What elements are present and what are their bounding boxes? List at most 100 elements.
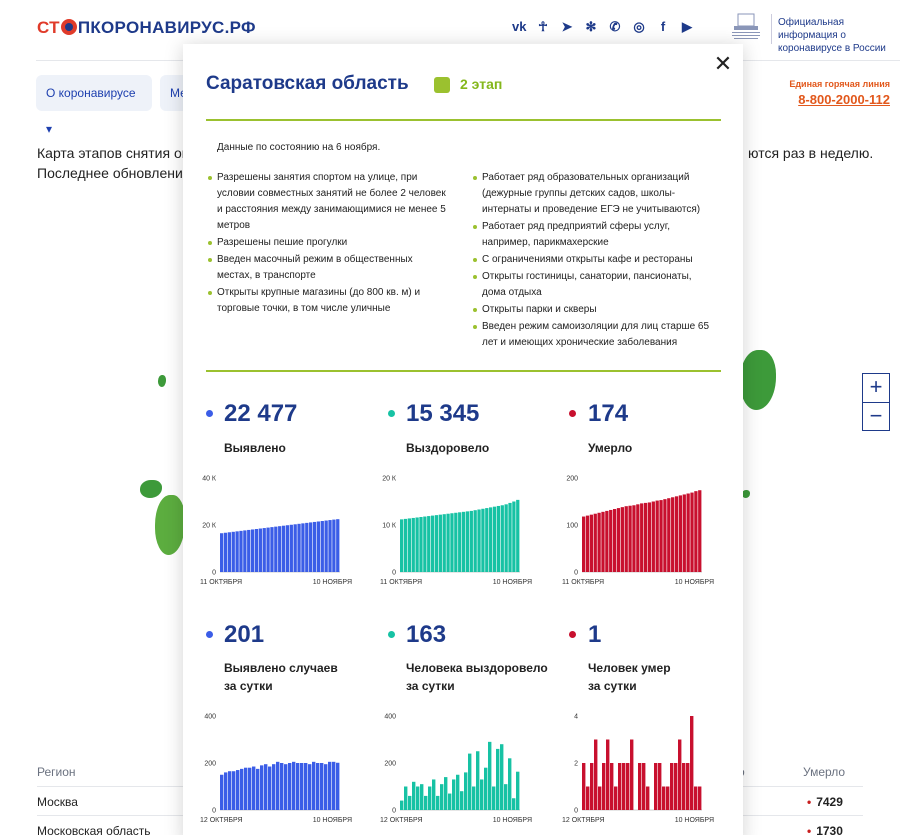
intro-text: Карта этапов снятия огр Последнее обновл… xyxy=(37,143,195,183)
chart-bar xyxy=(332,761,336,810)
virus-logo-icon xyxy=(60,19,77,35)
chart-bar xyxy=(428,786,432,810)
ok-icon[interactable]: ☥ xyxy=(538,19,548,34)
chart-bar xyxy=(496,505,501,572)
died-day-dot-icon xyxy=(569,631,576,638)
chart-bar xyxy=(636,504,640,572)
recovered-day-dot-icon xyxy=(388,631,395,638)
chart-bar xyxy=(235,531,239,572)
recovered-day-label-2: за сутки xyxy=(406,679,455,693)
chart-bar xyxy=(416,786,420,810)
map-region[interactable] xyxy=(158,375,166,387)
chart-bar xyxy=(651,501,655,572)
died-day-label-2: за сутки xyxy=(588,679,637,693)
y-tick-label: 0 xyxy=(574,808,578,815)
died-label: Умерло xyxy=(588,441,633,455)
x-tick-label-start: 12 ОКТЯБРЯ xyxy=(562,817,605,824)
chart-bar xyxy=(243,530,247,572)
map-zoom-control: + − xyxy=(862,373,890,431)
chart-bar xyxy=(508,502,512,572)
chart-bar xyxy=(504,504,508,572)
y-tick-label: 200 xyxy=(384,761,396,768)
chart-bar xyxy=(400,519,404,572)
chart-bar xyxy=(320,521,324,572)
chart-bar xyxy=(332,519,336,572)
hotline-label: Единая горячая линия xyxy=(789,79,890,89)
chart-bar xyxy=(694,491,698,572)
chart-bar xyxy=(293,524,297,572)
chart-bar xyxy=(616,508,621,572)
telegram-icon[interactable]: ➤ xyxy=(561,19,573,34)
row-died-value: 1730 xyxy=(816,824,843,835)
y-tick-label: 0 xyxy=(574,570,578,577)
nav-about-button[interactable]: О коронавирусе ▾ xyxy=(36,75,152,136)
y-tick-label: 20 К xyxy=(382,476,397,483)
vk-icon[interactable]: vk xyxy=(512,19,527,34)
close-icon[interactable]: ✕ xyxy=(713,51,733,76)
facebook-icon[interactable]: f xyxy=(660,19,666,34)
chart-bar xyxy=(698,786,702,810)
chart-bar xyxy=(582,516,586,572)
list-item: Открыты парки и скверы xyxy=(473,302,713,318)
chart-bar xyxy=(260,765,264,810)
instagram-icon[interactable]: ◎ xyxy=(633,19,645,34)
chart-bar xyxy=(228,771,232,810)
chart-bar xyxy=(484,767,488,810)
youtube-icon[interactable]: ▶ xyxy=(682,19,692,34)
recovered-day-chart: 0 200 400 12 ОКТЯБРЯ 10 НОЯБРЯ xyxy=(380,714,532,825)
chart-bar xyxy=(489,507,493,572)
modal-divider xyxy=(206,119,721,121)
chart-bar xyxy=(488,741,492,810)
chart-bar xyxy=(288,763,292,810)
stages-map[interactable] xyxy=(0,330,900,570)
x-tick-label-start: 11 ОКТЯБРЯ xyxy=(562,579,604,586)
viber-icon[interactable]: ✆ xyxy=(609,19,621,34)
map-region[interactable] xyxy=(155,495,185,555)
x-tick-label-start: 12 ОКТЯБРЯ xyxy=(380,817,423,824)
chart-bar xyxy=(480,779,484,810)
y-tick-label: 10 К xyxy=(382,523,397,530)
chart-bar xyxy=(504,784,508,810)
government-emblem-icon xyxy=(732,13,760,39)
data-date: Данные по состоянию на 6 ноября. xyxy=(217,142,381,153)
table-header-region: Регион xyxy=(37,765,76,779)
detected-day-total: 201 xyxy=(224,621,265,648)
x-tick-label-end: 10 НОЯБРЯ xyxy=(313,817,352,824)
chart-bar xyxy=(281,525,286,572)
x-tick-label-start: 11 ОКТЯБРЯ xyxy=(200,579,242,586)
chart-bar xyxy=(508,758,512,810)
gov-info-link[interactable]: Официальная информация о коронавирусе в … xyxy=(778,17,886,54)
zoom-in-button[interactable]: + xyxy=(869,374,883,399)
chart-bar xyxy=(224,772,228,810)
chart-bar xyxy=(686,763,690,810)
chart-bar xyxy=(300,763,304,810)
intro-line-2: Последнее обновление xyxy=(37,165,191,181)
chart-bar xyxy=(309,522,313,572)
chart-bar xyxy=(659,500,663,572)
chart-bar xyxy=(464,772,468,810)
site-logo[interactable]: СТ ПКОРОНАВИРУС.РФ xyxy=(37,18,256,38)
recovered-label: Выздоровело xyxy=(406,441,490,455)
hotline-number[interactable]: 8-800-2000-112 xyxy=(798,92,890,107)
odnoklassniki-icon[interactable]: ✻ xyxy=(585,19,597,34)
chart-bar xyxy=(284,764,288,810)
chart-bar xyxy=(312,761,316,810)
x-tick-label-end: 10 НОЯБРЯ xyxy=(675,579,714,586)
chart-bar xyxy=(594,739,598,810)
y-tick-label: 4 xyxy=(574,714,578,721)
died-dot: • xyxy=(807,824,812,835)
map-region[interactable] xyxy=(740,350,776,410)
detected-day-dot-icon xyxy=(206,631,213,638)
chart-bar xyxy=(244,767,248,810)
list-item: С ограничениями открыты кафе и рестораны xyxy=(473,252,713,268)
detected-day-label: Выявлено случаев за сутки xyxy=(224,659,338,695)
chart-bar xyxy=(678,739,682,810)
map-region[interactable] xyxy=(742,490,750,498)
chart-bar xyxy=(239,530,243,572)
chart-bar xyxy=(270,527,274,572)
chart-bar xyxy=(436,795,440,810)
map-region[interactable] xyxy=(140,480,162,498)
chart-bar xyxy=(643,502,648,572)
chart-bar xyxy=(328,520,332,572)
zoom-out-button[interactable]: − xyxy=(869,403,883,428)
